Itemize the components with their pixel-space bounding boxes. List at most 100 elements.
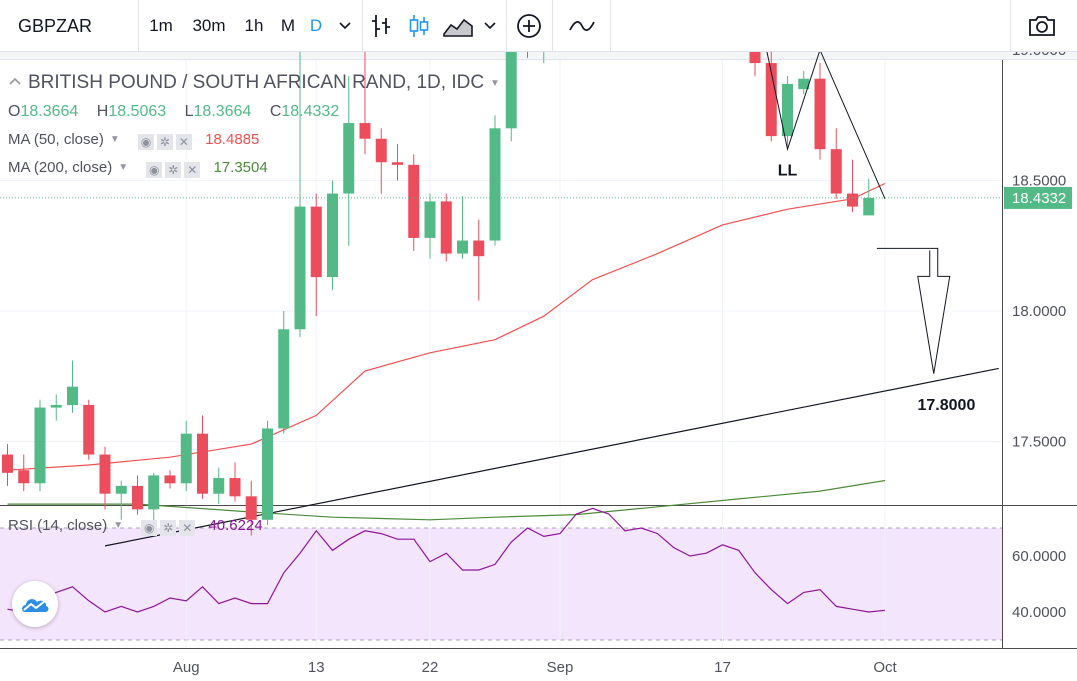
candle-body — [278, 329, 290, 429]
tradingview-logo[interactable] — [12, 581, 58, 627]
eye-icon[interactable]: ◉ — [137, 134, 154, 150]
main-legend: BRITISH POUND / SOUTH AFRICAN RAND, 1D, … — [8, 72, 500, 94]
time-tick-label: 13 — [308, 659, 325, 676]
rsi-band — [0, 528, 1002, 640]
candle-body — [408, 164, 420, 238]
compare-button[interactable] — [512, 0, 546, 52]
price-tick-label: 17.5000 — [1012, 434, 1066, 451]
chevron-down-icon[interactable] — [8, 75, 22, 89]
candle-body — [310, 206, 322, 278]
candle-body — [863, 197, 875, 216]
pattern-label: 17.8000 — [918, 397, 976, 414]
rsi-line — [7, 507, 886, 613]
chevron-down-icon[interactable]: ▼ — [113, 520, 124, 531]
candle-body — [115, 485, 127, 494]
candle-style-button[interactable] — [404, 0, 434, 52]
chevron-down-icon[interactable]: ▼ — [490, 78, 500, 89]
indicators-icon — [569, 21, 595, 31]
pattern-label: LL — [778, 162, 798, 179]
close-icon[interactable]: ✕ — [179, 520, 196, 536]
interval-1h-button[interactable]: 1h — [238, 0, 270, 52]
ohlc-close-label: C — [269, 103, 282, 120]
symbol-search[interactable]: GBPZAR — [0, 0, 138, 52]
chart-style-menu-button[interactable] — [478, 0, 502, 52]
rsi-value: 40.6224 — [208, 517, 263, 534]
interval-label: D — [309, 16, 323, 35]
interval-label: 30m — [192, 16, 226, 35]
interval-menu-button[interactable] — [332, 0, 358, 52]
ohlc-high-value: 18.5063 — [108, 103, 167, 120]
close-icon[interactable]: ✕ — [184, 162, 201, 178]
toolbar-divider — [138, 0, 139, 52]
chevron-down-icon[interactable]: ▼ — [109, 134, 120, 145]
target-arrow — [876, 247, 951, 374]
interval-label: M — [280, 16, 296, 35]
last-price-badge — [1004, 186, 1072, 209]
gear-icon[interactable]: ✲ — [165, 162, 182, 178]
time-tick-label: 22 — [422, 659, 439, 676]
bar-style-button[interactable] — [366, 0, 396, 52]
candle-body — [830, 149, 842, 194]
candle-body — [798, 78, 810, 90]
candle-body — [440, 201, 452, 254]
candle-body — [213, 478, 225, 494]
candle-body — [99, 454, 111, 494]
ma200-legend: MA (200, close) ▼ ◉ ✲ ✕ 17.3504 — [8, 159, 268, 178]
candle-body — [782, 83, 793, 137]
price-tick-label: 18.5000 — [1012, 173, 1066, 190]
candle-body — [180, 433, 192, 484]
candle-body — [262, 428, 273, 520]
eye-icon[interactable]: ◉ — [141, 520, 158, 536]
area-style-button[interactable] — [440, 0, 476, 52]
chart-area[interactable]: 17.500018.000018.500019.000019.500020.00… — [0, 52, 1077, 681]
candle-body — [749, 52, 761, 64]
price-tick-label: 18.0000 — [1012, 303, 1066, 320]
ohlc-legend: O18.3664 H18.5063 L18.3664 C18.4332 — [8, 103, 339, 121]
cloud-logo-icon — [22, 599, 49, 612]
ohlc-close-value: 18.4332 — [281, 103, 340, 120]
interval-label: 1h — [244, 16, 264, 35]
chevron-down-icon[interactable]: ▼ — [118, 162, 129, 173]
area-style-icon — [443, 18, 473, 37]
ma200-label: MA (200, close) — [8, 159, 113, 176]
ohlc-open-value: 18.3664 — [20, 103, 79, 120]
ohlc-open-label: O — [8, 103, 21, 120]
candle-body — [164, 475, 176, 484]
time-tick-label: 17 — [714, 659, 731, 676]
ohlc-high-label: H — [96, 103, 109, 120]
interval-30m-button[interactable]: 30m — [186, 0, 232, 52]
interval-1m-button[interactable]: 1m — [144, 0, 178, 52]
toolbar-divider — [1010, 0, 1011, 52]
ohlc-low-label: L — [184, 103, 194, 120]
close-icon[interactable]: ✕ — [175, 134, 192, 150]
ma50-value: 18.4885 — [205, 131, 260, 148]
candle-style-icon — [409, 15, 429, 37]
ma50-legend: MA (50, close) ▼ ◉ ✲ ✕ 18.4885 — [8, 131, 259, 150]
candle-body — [505, 52, 517, 129]
candle-body — [2, 454, 13, 473]
candle-body — [375, 138, 387, 163]
time-tick-label: Aug — [173, 659, 200, 676]
ma200-value: 17.3504 — [213, 159, 268, 176]
chart-title: BRITISH POUND / SOUTH AFRICAN RAND, 1D, … — [28, 72, 485, 93]
candle-body — [18, 470, 30, 484]
symbol-label: GBPZAR — [18, 15, 93, 36]
bar-style-icon — [372, 15, 390, 37]
gear-icon[interactable]: ✲ — [160, 520, 177, 536]
compare-plus-icon — [517, 14, 541, 38]
gear-icon[interactable]: ✲ — [156, 134, 173, 150]
candle-body — [489, 128, 501, 241]
snapshot-button[interactable] — [1018, 0, 1066, 52]
indicators-button[interactable] — [562, 0, 602, 52]
camera-icon — [1029, 16, 1055, 36]
interval-month-button[interactable]: M — [276, 0, 300, 52]
pattern-path — [766, 52, 886, 199]
chevron-down-icon — [484, 22, 496, 30]
eye-icon[interactable]: ◉ — [146, 162, 163, 178]
candle-body — [327, 193, 338, 278]
candle-body — [765, 63, 777, 137]
toolbar-divider — [552, 0, 553, 52]
candle-body — [473, 240, 485, 257]
interval-day-button[interactable]: D — [305, 0, 327, 52]
candle-body — [83, 404, 95, 455]
